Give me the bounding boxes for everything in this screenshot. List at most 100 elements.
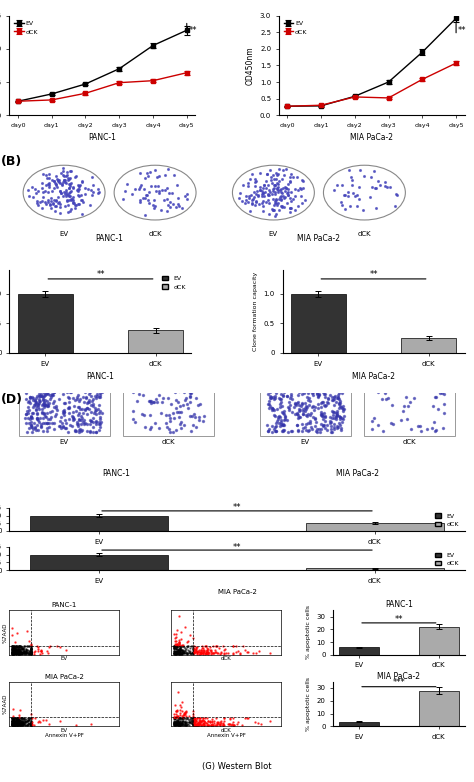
Point <box>250 186 257 199</box>
Point <box>186 396 194 408</box>
Point <box>18 646 26 658</box>
Point <box>16 640 24 652</box>
Point <box>119 193 127 206</box>
Point <box>178 626 185 638</box>
Point <box>298 418 306 430</box>
Point <box>46 406 54 418</box>
Point <box>9 717 17 730</box>
Point <box>313 426 321 439</box>
Point <box>59 388 66 400</box>
Point <box>52 200 59 213</box>
Point <box>27 647 35 660</box>
Point <box>31 712 38 724</box>
Point <box>39 425 46 438</box>
Point <box>190 712 198 724</box>
Point <box>179 715 187 727</box>
Point <box>55 196 63 208</box>
Point <box>212 646 219 658</box>
Point <box>284 188 292 201</box>
Bar <box>306 523 444 531</box>
Point <box>152 393 159 405</box>
Point <box>48 388 56 400</box>
Point <box>15 716 22 729</box>
Point <box>10 647 18 659</box>
Point <box>171 386 179 399</box>
Point <box>13 713 20 726</box>
Point <box>172 716 179 728</box>
Point <box>9 644 17 656</box>
Point <box>321 415 329 428</box>
Point <box>61 414 68 426</box>
Point <box>23 640 31 652</box>
Point <box>38 177 46 189</box>
Point <box>233 718 240 730</box>
Point <box>24 647 32 659</box>
Point <box>178 715 186 727</box>
Point <box>86 386 94 398</box>
Point <box>11 641 19 654</box>
Point <box>182 705 190 717</box>
Point <box>8 640 16 652</box>
Point <box>9 640 17 652</box>
Point <box>13 645 21 658</box>
Point <box>278 387 285 400</box>
Point <box>177 701 185 714</box>
Point <box>189 715 196 727</box>
Point <box>27 418 35 431</box>
Point <box>40 396 48 409</box>
Point <box>184 644 191 657</box>
Point <box>13 712 21 725</box>
Point <box>44 194 51 206</box>
Point <box>27 719 35 732</box>
Point <box>27 647 35 659</box>
Point <box>251 176 259 188</box>
Point <box>9 716 17 728</box>
Point <box>404 400 411 412</box>
Point <box>172 647 180 660</box>
Point <box>178 647 185 660</box>
Point <box>95 390 103 403</box>
Point <box>268 203 276 216</box>
Point <box>44 398 51 411</box>
Point <box>23 408 30 421</box>
Point <box>11 717 19 730</box>
Point <box>333 420 341 432</box>
Point <box>184 640 191 652</box>
Point <box>211 646 219 658</box>
Point <box>146 409 154 421</box>
Point <box>336 411 343 423</box>
Point <box>202 647 210 659</box>
Point <box>172 640 179 652</box>
Point <box>18 717 26 730</box>
Point <box>9 719 16 731</box>
Point <box>45 388 52 400</box>
Point <box>182 715 189 727</box>
Point <box>169 425 177 438</box>
Point <box>29 400 37 413</box>
Point <box>29 393 37 406</box>
Title: PANC-1: PANC-1 <box>52 602 77 608</box>
Point <box>10 642 18 655</box>
Point <box>196 647 203 660</box>
Point <box>182 706 189 719</box>
Point <box>22 646 30 658</box>
Point <box>10 646 18 658</box>
Point <box>172 642 179 655</box>
Point <box>304 390 311 403</box>
Point <box>9 718 16 730</box>
Text: MIA PaCa-2: MIA PaCa-2 <box>297 234 340 242</box>
Point <box>189 647 197 660</box>
Point <box>52 199 60 212</box>
Point <box>252 196 259 208</box>
Point <box>79 208 86 221</box>
Point <box>224 717 232 730</box>
Point <box>170 641 178 654</box>
Point <box>96 421 103 433</box>
Point <box>14 641 22 654</box>
Point <box>287 425 294 437</box>
Point <box>335 417 342 429</box>
Point <box>10 718 18 730</box>
Point <box>95 398 102 411</box>
Point <box>172 711 180 723</box>
Point <box>10 719 18 731</box>
